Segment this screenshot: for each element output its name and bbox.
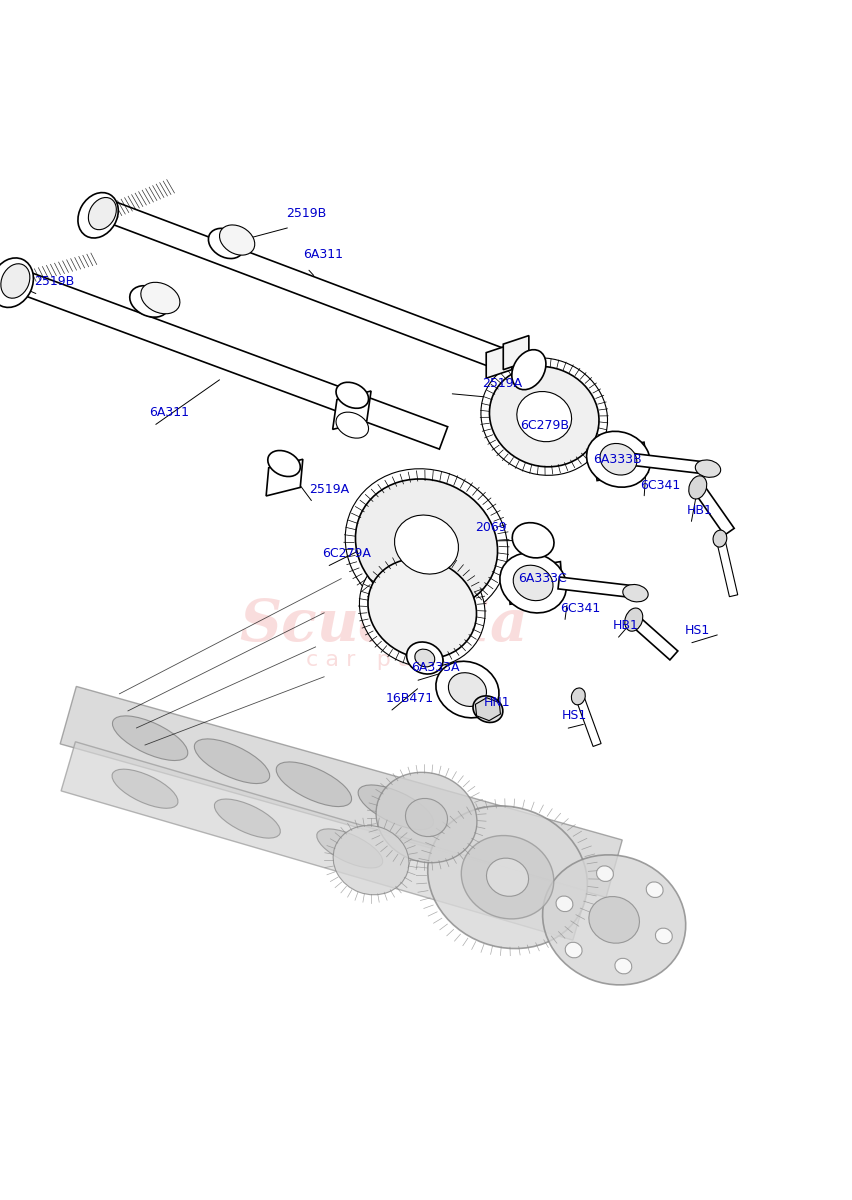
Ellipse shape xyxy=(1,264,30,299)
Ellipse shape xyxy=(78,192,118,238)
Text: 6A333A: 6A333A xyxy=(411,661,459,674)
Polygon shape xyxy=(475,697,500,721)
Ellipse shape xyxy=(565,942,581,958)
Text: 6C279A: 6C279A xyxy=(322,547,371,560)
Text: 6C341: 6C341 xyxy=(560,602,600,616)
Polygon shape xyxy=(630,454,704,474)
Ellipse shape xyxy=(130,286,169,317)
Ellipse shape xyxy=(542,854,685,985)
Ellipse shape xyxy=(112,716,187,761)
Text: 6A311: 6A311 xyxy=(149,406,189,419)
Ellipse shape xyxy=(646,882,662,898)
Ellipse shape xyxy=(405,798,447,836)
Ellipse shape xyxy=(112,769,178,809)
Text: 6C279B: 6C279B xyxy=(520,419,568,432)
Ellipse shape xyxy=(359,550,485,667)
Polygon shape xyxy=(694,486,734,535)
Ellipse shape xyxy=(654,928,671,943)
Text: HB1: HB1 xyxy=(686,504,711,517)
Ellipse shape xyxy=(622,584,648,602)
Ellipse shape xyxy=(414,649,435,667)
Ellipse shape xyxy=(489,366,598,467)
Polygon shape xyxy=(486,344,511,378)
Ellipse shape xyxy=(194,739,269,784)
Ellipse shape xyxy=(614,959,631,974)
Text: 6A311: 6A311 xyxy=(302,248,343,262)
Ellipse shape xyxy=(394,515,458,574)
Text: 2519A: 2519A xyxy=(308,482,348,496)
Polygon shape xyxy=(592,442,648,480)
Ellipse shape xyxy=(358,785,433,829)
Polygon shape xyxy=(13,269,447,449)
Text: HS1: HS1 xyxy=(684,624,710,637)
Text: 2519B: 2519B xyxy=(285,208,325,221)
Text: HB1: HB1 xyxy=(612,619,637,632)
Polygon shape xyxy=(716,539,737,596)
Ellipse shape xyxy=(333,826,408,895)
Ellipse shape xyxy=(336,383,368,408)
Text: 2069: 2069 xyxy=(475,521,506,534)
Text: 6A333B: 6A333B xyxy=(592,454,641,466)
Ellipse shape xyxy=(571,688,584,704)
Text: 2519A: 2519A xyxy=(481,377,521,390)
Ellipse shape xyxy=(694,460,720,478)
Text: HN1: HN1 xyxy=(483,696,509,709)
Ellipse shape xyxy=(376,773,476,863)
Ellipse shape xyxy=(367,559,476,659)
Ellipse shape xyxy=(512,523,553,558)
Ellipse shape xyxy=(435,661,498,718)
Ellipse shape xyxy=(427,806,587,948)
Ellipse shape xyxy=(448,673,486,707)
Ellipse shape xyxy=(316,829,383,868)
Ellipse shape xyxy=(624,608,642,631)
Text: HS1: HS1 xyxy=(561,709,586,722)
Ellipse shape xyxy=(556,896,573,912)
Ellipse shape xyxy=(336,412,368,438)
Polygon shape xyxy=(60,686,621,898)
Ellipse shape xyxy=(486,858,528,896)
Polygon shape xyxy=(332,391,371,430)
Ellipse shape xyxy=(89,198,116,229)
Polygon shape xyxy=(503,336,528,370)
Polygon shape xyxy=(507,562,562,605)
Ellipse shape xyxy=(406,642,442,674)
Ellipse shape xyxy=(219,224,255,256)
Polygon shape xyxy=(557,577,631,598)
Polygon shape xyxy=(106,202,532,380)
Ellipse shape xyxy=(516,391,571,442)
Ellipse shape xyxy=(596,866,613,882)
Ellipse shape xyxy=(472,696,503,722)
Ellipse shape xyxy=(276,762,351,806)
Polygon shape xyxy=(61,742,586,940)
Text: 6C341: 6C341 xyxy=(639,479,679,492)
Ellipse shape xyxy=(499,553,566,613)
Polygon shape xyxy=(630,617,677,660)
Ellipse shape xyxy=(355,479,497,610)
Polygon shape xyxy=(575,697,601,746)
Ellipse shape xyxy=(461,835,553,919)
Ellipse shape xyxy=(141,282,180,313)
Ellipse shape xyxy=(511,349,545,390)
Ellipse shape xyxy=(345,469,507,620)
Ellipse shape xyxy=(599,444,636,475)
Ellipse shape xyxy=(513,565,552,601)
Ellipse shape xyxy=(586,431,649,487)
Ellipse shape xyxy=(588,896,639,943)
Text: c a r   p a r t s: c a r p a r t s xyxy=(305,649,462,670)
Text: Scuderia: Scuderia xyxy=(239,598,527,654)
Text: 16B471: 16B471 xyxy=(385,692,433,704)
Ellipse shape xyxy=(208,228,244,258)
Text: 6A333C: 6A333C xyxy=(517,572,566,586)
Ellipse shape xyxy=(688,476,706,499)
Ellipse shape xyxy=(712,530,726,547)
Text: 2519B: 2519B xyxy=(34,275,74,288)
Ellipse shape xyxy=(0,258,33,307)
Ellipse shape xyxy=(268,450,300,476)
Ellipse shape xyxy=(214,799,280,838)
Polygon shape xyxy=(266,460,302,496)
Ellipse shape xyxy=(481,358,607,475)
